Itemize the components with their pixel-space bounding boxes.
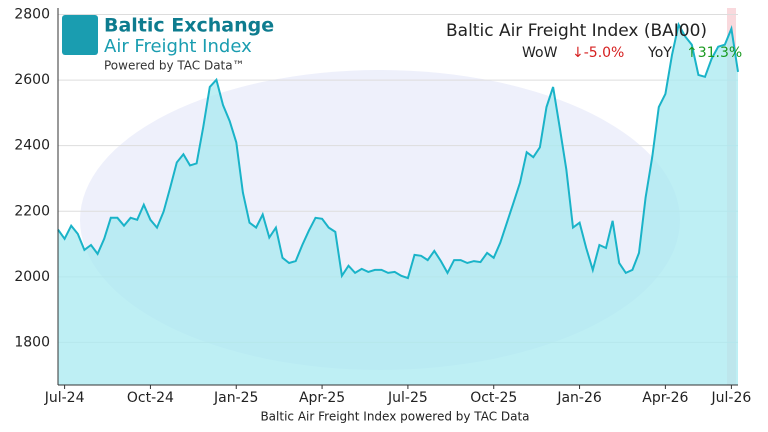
wow-label: WoW	[522, 45, 558, 61]
line	[57, 21, 739, 280]
logo: Baltic Exchange Air Freight Index Powere…	[62, 15, 274, 73]
y-tick-label: 2400	[14, 138, 50, 154]
logo-title: Baltic Exchange	[104, 15, 274, 37]
x-tick-label: Jul-24	[44, 390, 85, 406]
area-fill	[58, 24, 738, 385]
y-tick-label: 2600	[14, 72, 50, 88]
wow-value: ↓-5.0%	[572, 45, 624, 61]
logo-subtitle: Air Freight Index	[104, 36, 252, 57]
x-tick-label: Oct-25	[470, 390, 517, 406]
logo-icon	[62, 15, 98, 55]
yoy-value: ↑31.3%	[686, 45, 742, 61]
logo-credit: Powered by TAC Data™	[104, 59, 245, 73]
x-tick-label: Jan-25	[213, 390, 258, 406]
y-tick-label: 2000	[14, 269, 50, 285]
x-tick-label: Apr-26	[642, 390, 688, 406]
x-tick-label: Jul-25	[387, 390, 428, 406]
y-tick-label: 2800	[14, 7, 50, 23]
x-tick-label: Jul-26	[711, 390, 752, 406]
yoy-label: YoY	[647, 45, 672, 61]
y-tick-label: 2200	[14, 203, 50, 219]
x-tick-label: Oct-24	[127, 390, 174, 406]
chart-title: Baltic Air Freight Index (BAI00)	[446, 21, 707, 41]
x-axis-title: Baltic Air Freight Index powered by TAC …	[260, 410, 529, 424]
x-tick-label: Apr-25	[299, 390, 345, 406]
x-tick-label: Jan-26	[556, 390, 602, 406]
y-tick-label: 1800	[14, 334, 50, 350]
